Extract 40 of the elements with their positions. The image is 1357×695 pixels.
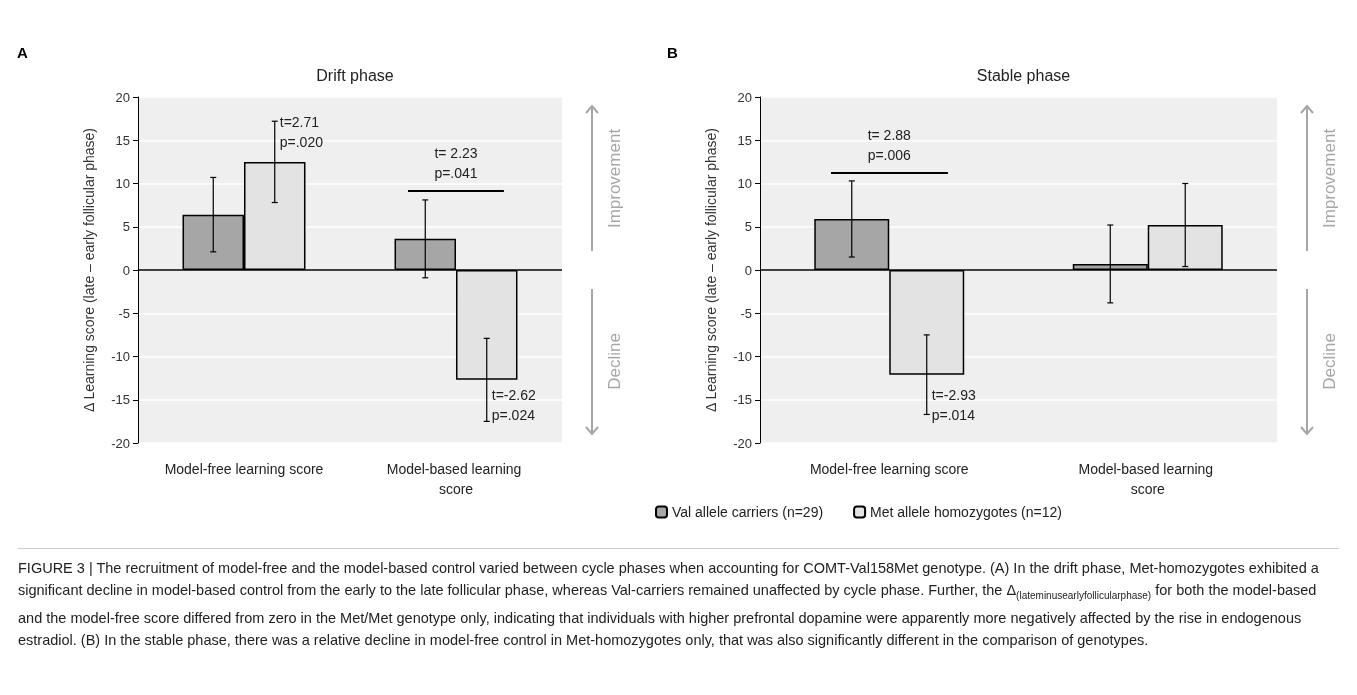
caption: FIGURE 3 | The recruitment of model-free and the model-based control varied between cycle phases when accounting for COMT-Val158Met genotype. (A) In the drift phase, Met-homozygotes exhibited a significant decline in model-based control from the early to the late follicular phase, whereas Val-carriers remained unaffected by cycle phase. Further, the Δ$_{(lateminusearlyfollicularphase)}$ for both the model-based and the model-free score differed from zero in the Met/Met genotype only, indicating that individuals with higher prefrontal dopamine were apparently more negatively affected by the rise in endogenous estradiol. (B) In the stable phase, there was a relative decline in model-free control in Met-homozygotes only, that was also significantly different in the comparison of genotypes. xyxy=(18,548,1339,651)
y-tick-label: 5 xyxy=(122,219,130,235)
y-tick-label: -10 xyxy=(733,349,752,364)
y-tick-label: 5 xyxy=(744,219,752,235)
x-tick-label: Model-based learning score xyxy=(1078,461,1218,497)
y-tick-label: 20 xyxy=(737,89,752,105)
text: Improvement xyxy=(1319,128,1339,229)
chart-title: Drift phase xyxy=(316,66,394,84)
y-tick-label: -10 xyxy=(111,349,130,364)
chart-subtitle: A xyxy=(17,44,28,61)
y-tick-label: 0 xyxy=(744,262,752,278)
x-tick-label: Model-based learning score xyxy=(386,461,526,497)
text: Improvement xyxy=(604,128,624,229)
y-tick-label: 15 xyxy=(115,132,130,148)
x-tick-label: Model-free learning score xyxy=(809,461,969,477)
y-tick-label: 0 xyxy=(122,262,130,278)
annotation: t=-2.62 p=.024 xyxy=(491,386,536,423)
legend-label: Met allele homozygotes (n=12) xyxy=(870,504,1062,520)
y-tick-label: -5 xyxy=(740,305,752,321)
text: Decline xyxy=(604,333,624,390)
y-tick-label: 10 xyxy=(115,176,130,191)
annotation: t=2.71 p=.020 xyxy=(279,113,324,150)
annotation: t=-2.93 p=.014 xyxy=(931,386,976,423)
annotation: t= 2.88 p=.006 xyxy=(867,127,912,164)
y-tick-label: 10 xyxy=(737,176,752,191)
y-tick-label: -5 xyxy=(118,305,130,321)
y-axis-title: Δ Learning score (late – early follicular phase) xyxy=(81,127,97,413)
y-tick-label: -15 xyxy=(733,392,752,408)
x-tick-label: Model-free learning score xyxy=(164,461,324,477)
annotation: t= 2.23 p=.041 xyxy=(434,144,478,181)
chart-title: Stable phase xyxy=(976,66,1071,84)
y-tick-label: -15 xyxy=(111,392,130,408)
y-tick-label: 20 xyxy=(115,89,130,105)
y-axis-title: Δ Learning score (late – early follicular phase) xyxy=(703,127,719,413)
legend-label: Val allele carriers (n=29) xyxy=(672,504,824,520)
y-tick-label: -20 xyxy=(733,435,752,451)
text: Decline xyxy=(1319,333,1339,390)
chart-subtitle: B xyxy=(667,44,678,61)
y-tick-label: -20 xyxy=(111,435,130,451)
y-tick-label: 15 xyxy=(737,132,752,148)
